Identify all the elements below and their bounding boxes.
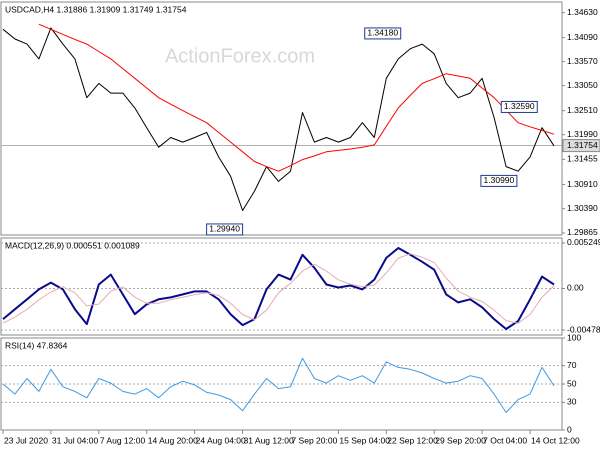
panel-title: RSI(14) 47.8364 [5, 340, 68, 350]
y-tick-label: 1.33050 [567, 80, 598, 90]
annotation-box [206, 223, 244, 236]
y-tick-label: 100 [567, 332, 581, 342]
panel-frame [0, 237, 563, 336]
x-tick-label: 14 Aug 20:00 [148, 435, 198, 445]
y-tick-label: 0 [567, 424, 572, 434]
x-tick-label: 24 Aug 04:00 [196, 435, 246, 445]
y-tick-label: 1.34630 [567, 7, 598, 17]
y-tick-label: 70 [567, 360, 577, 370]
y-tick-label: 50 [567, 378, 577, 388]
y-tick-label: 1.33570 [567, 56, 598, 66]
annotation-label: 1.34180 [367, 28, 398, 38]
annotation-box [480, 174, 518, 187]
y-tick-label: 0.00 [567, 283, 584, 293]
x-tick-label: 23 Jul 2020 [4, 435, 48, 445]
x-tick-label: 22 Sep 12:00 [387, 435, 438, 445]
annotation-box [500, 100, 538, 113]
last-price-box [562, 139, 600, 153]
y-tick-label: 0.005249 [567, 237, 600, 247]
y-tick-label: 1.32510 [567, 105, 598, 115]
series-line [38, 23, 555, 172]
series-line [2, 247, 555, 330]
x-tick-label: 14 Oct 12:00 [531, 435, 580, 445]
panel-title: MACD(12,26,9) 0.000551 0.001089 [5, 240, 140, 250]
annotation-box [364, 27, 402, 40]
y-tick-label: -0.004785 [567, 324, 600, 334]
x-tick-label: 7 Sep 20:00 [291, 435, 337, 445]
panel-frame [0, 1, 563, 236]
series-line [2, 357, 555, 413]
annotation-label: 1.32590 [504, 101, 535, 111]
y-tick-label: 1.31990 [567, 129, 598, 139]
y-tick-label: 1.34090 [567, 32, 598, 42]
y-tick-label: 1.29865 [567, 227, 598, 237]
x-tick-label: 7 Aug 12:00 [100, 435, 146, 445]
series-line [2, 27, 555, 211]
last-price-label: 1.31754 [567, 140, 598, 150]
x-tick-label: 7 Oct 04:00 [483, 435, 527, 445]
panel-title: USDCAD,H4 1.31886 1.31909 1.31749 1.3175… [5, 4, 187, 14]
x-tick-label: 29 Sep 20:00 [435, 435, 486, 445]
series-line [2, 253, 555, 324]
annotation-label: 1.29940 [209, 224, 240, 234]
x-tick-label: 31 Aug 12:00 [244, 435, 294, 445]
y-tick-label: 30 [567, 397, 577, 407]
watermark: ActionForex.com [165, 45, 315, 67]
annotation-label: 1.30990 [484, 175, 515, 185]
x-tick-label: 15 Sep 04:00 [339, 435, 390, 445]
y-tick-label: 1.30910 [567, 179, 598, 189]
y-tick-label: 1.31455 [567, 154, 598, 164]
x-tick-label: 31 Jul 04:00 [52, 435, 99, 445]
y-tick-label: 1.30390 [567, 203, 598, 213]
